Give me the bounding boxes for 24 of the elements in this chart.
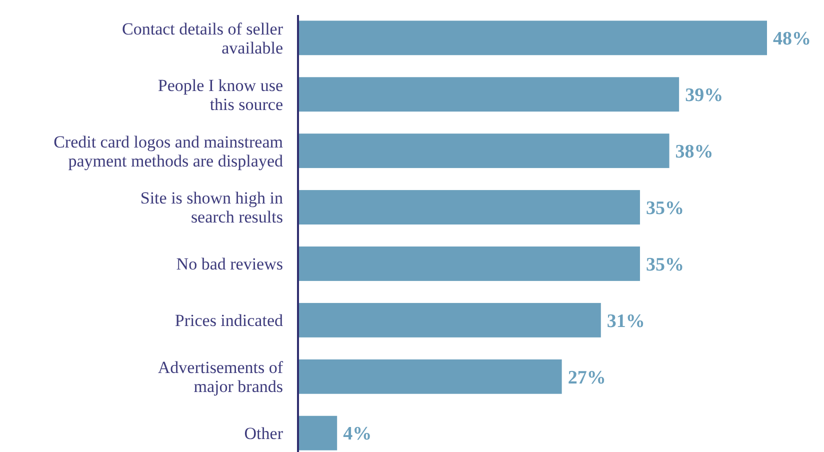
data-label: 48% [773, 28, 811, 50]
bar [298, 190, 640, 224]
y-tick-label: No bad reviews [176, 254, 283, 274]
data-label: 27% [568, 367, 606, 388]
data-label: 35% [646, 198, 684, 219]
data-label: 39% [685, 85, 724, 106]
y-tick-label: Credit card logos and mainstream payment methods are displayed [54, 132, 284, 170]
y-tick-label: Contact details of seller available [122, 19, 284, 58]
data-label: 35% [646, 254, 684, 276]
bar [298, 20, 767, 56]
bar [298, 134, 670, 168]
y-tick-label: Prices indicated [174, 311, 284, 330]
data-label: 38% [675, 141, 714, 162]
data-label: 4% [343, 424, 372, 445]
y-tick-label: Advertisements of major brands [158, 358, 284, 396]
y-tick-label: Site is shown high in search results [140, 188, 284, 227]
y-tick-label: Other [244, 424, 284, 444]
bar [298, 302, 601, 338]
bar [298, 359, 562, 394]
bar [298, 246, 640, 281]
y-tick-label: People I know use this source [158, 76, 283, 114]
data-label: 31% [606, 310, 645, 332]
bar [298, 77, 680, 112]
bar [298, 416, 338, 450]
